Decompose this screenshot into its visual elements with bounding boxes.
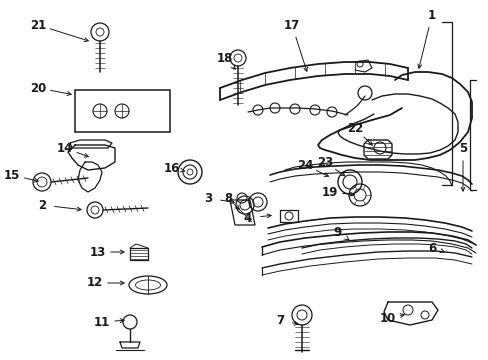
Text: 3: 3: [203, 192, 212, 204]
Text: 2: 2: [38, 198, 46, 212]
Text: 14: 14: [57, 141, 73, 154]
Bar: [75, 90, 170, 132]
Text: 17: 17: [284, 18, 300, 32]
Text: 9: 9: [333, 225, 342, 239]
Text: 24: 24: [296, 158, 312, 171]
Text: 19: 19: [321, 185, 338, 198]
Text: 5: 5: [458, 141, 466, 154]
Text: 4: 4: [244, 212, 252, 225]
Text: 7: 7: [275, 314, 284, 327]
Text: 23: 23: [316, 156, 332, 168]
Text: 22: 22: [346, 122, 363, 135]
Text: 20: 20: [30, 81, 46, 95]
Text: 13: 13: [90, 246, 106, 258]
Text: 15: 15: [4, 168, 20, 181]
Text: 12: 12: [87, 276, 103, 289]
Text: 18: 18: [216, 51, 233, 64]
Text: 6: 6: [427, 242, 435, 255]
Text: 8: 8: [224, 192, 232, 204]
Text: 16: 16: [163, 162, 180, 175]
Text: 1: 1: [427, 9, 435, 22]
Text: 21: 21: [30, 18, 46, 32]
Text: 10: 10: [379, 311, 395, 324]
Text: 11: 11: [94, 315, 110, 328]
